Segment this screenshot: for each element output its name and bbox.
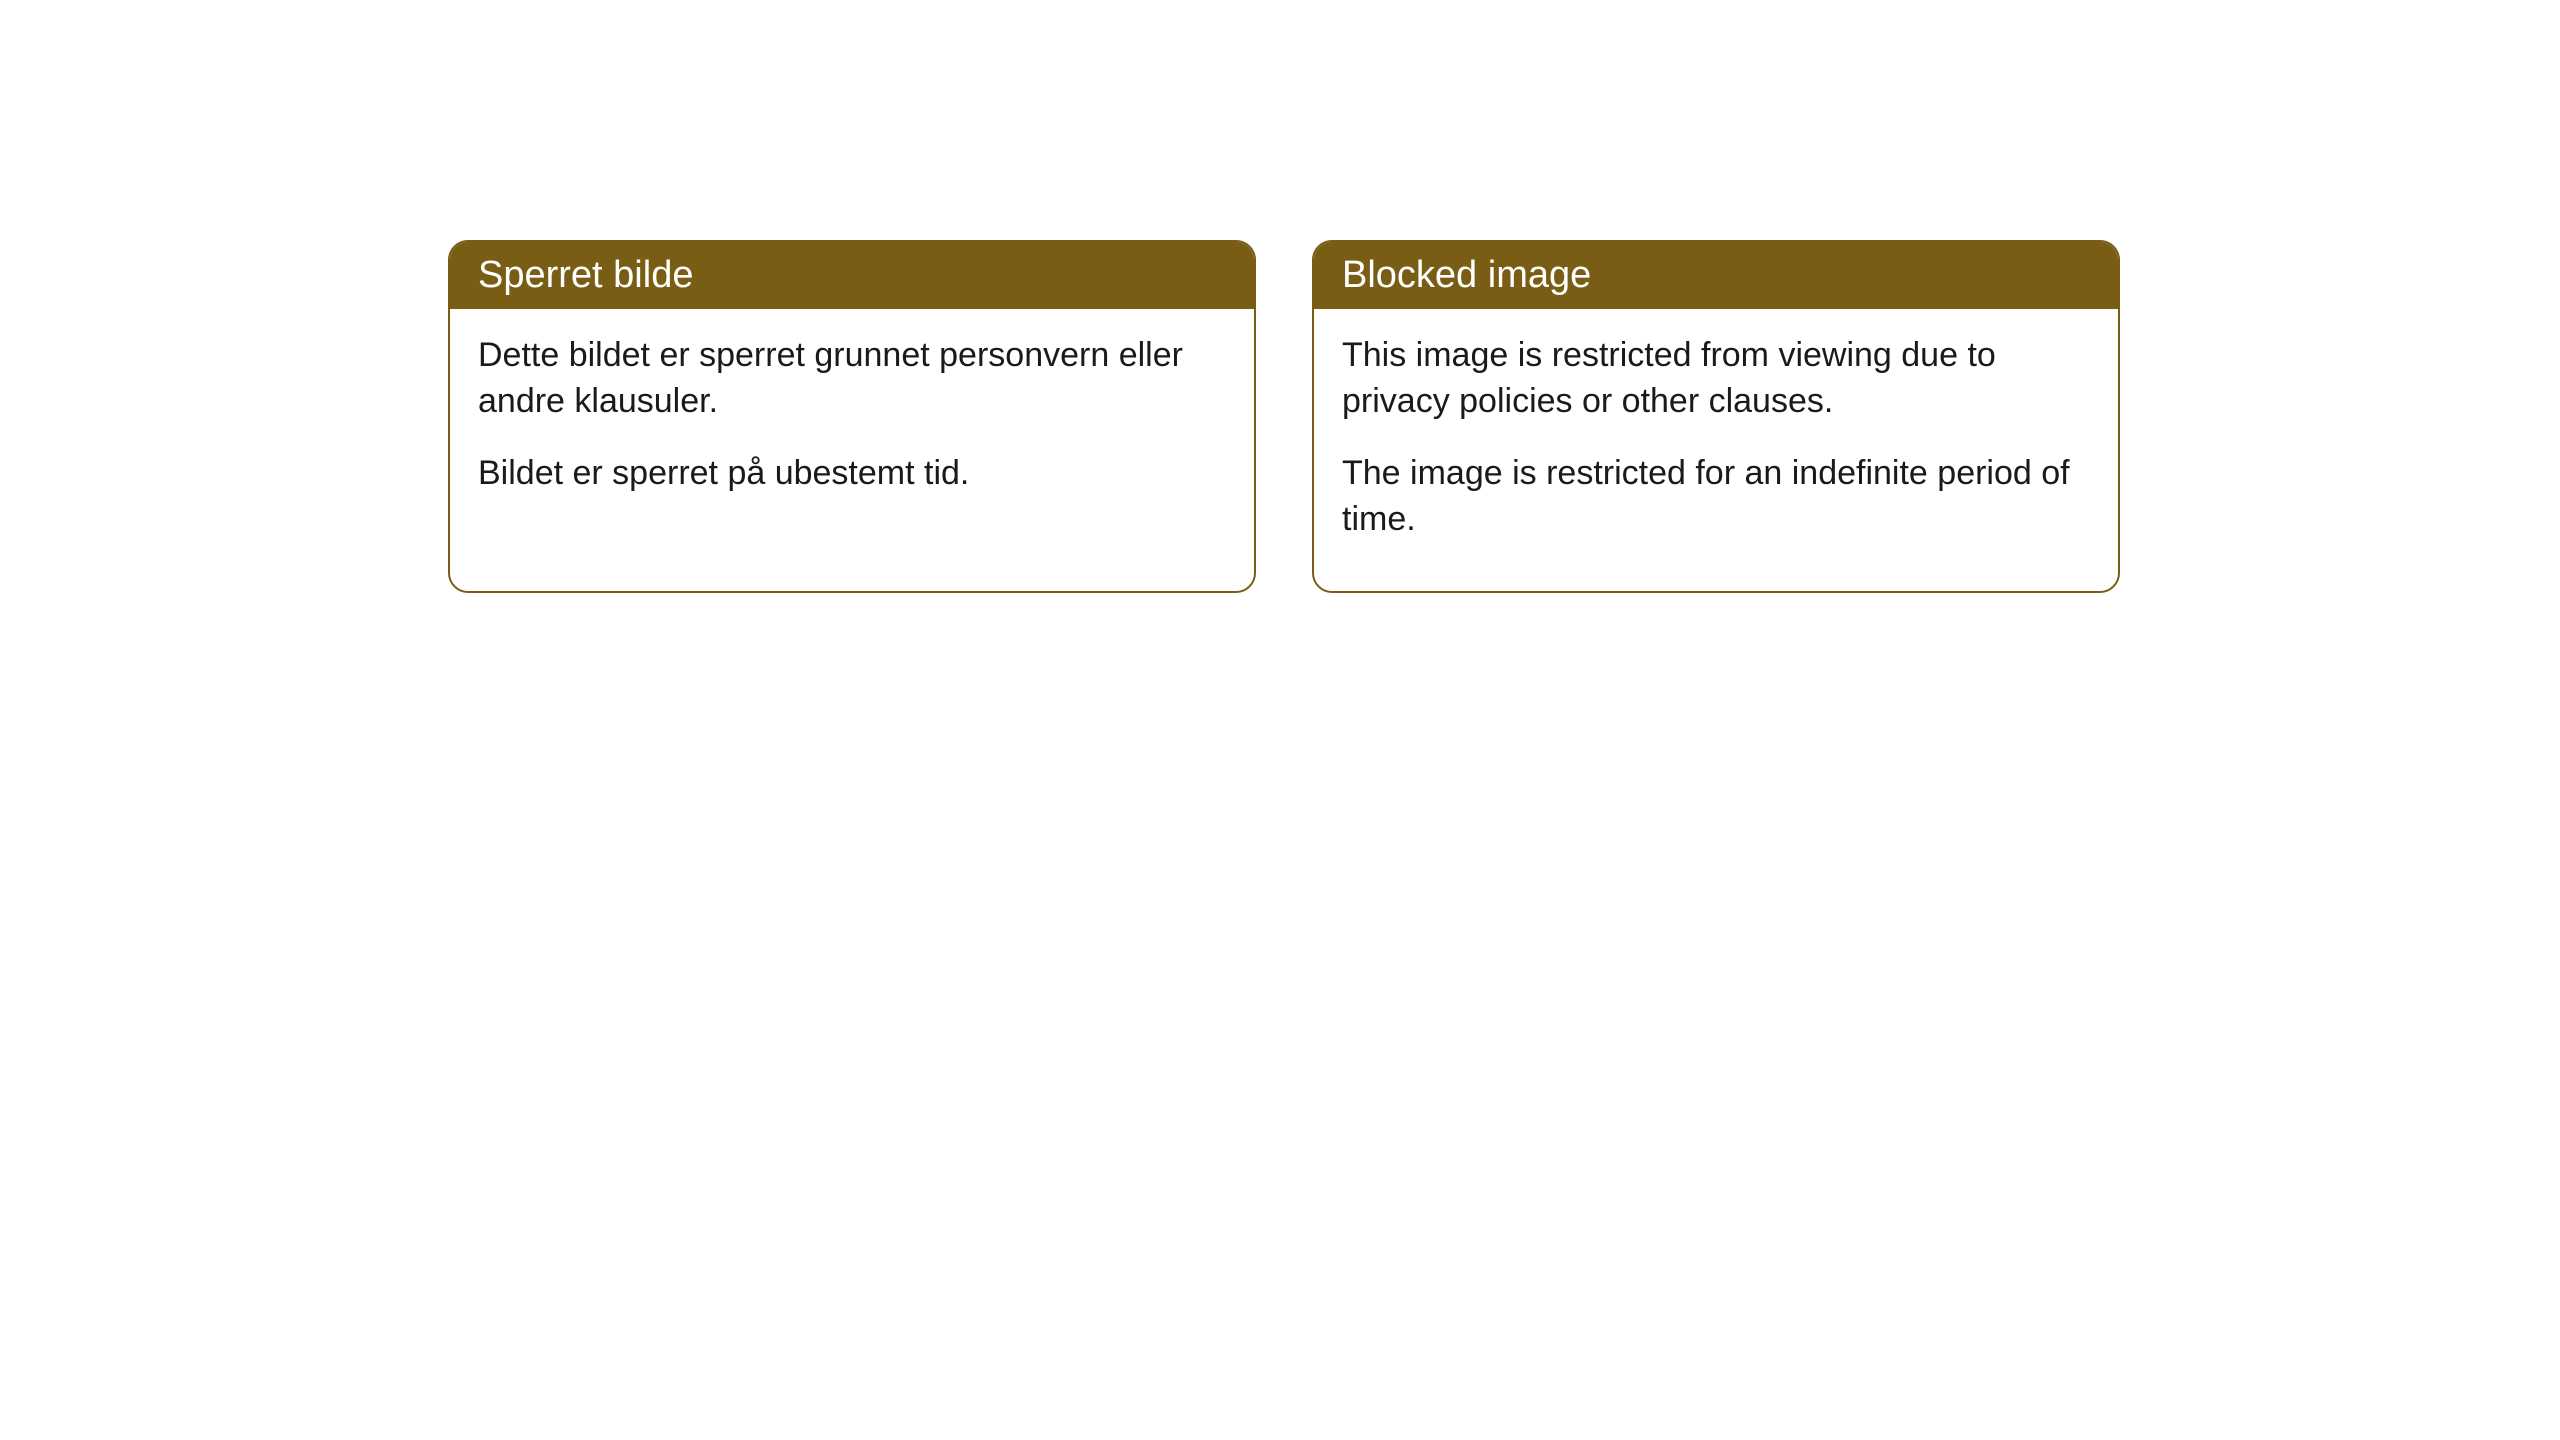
card-header: Sperret bilde	[450, 242, 1254, 309]
blocked-image-card-english: Blocked image This image is restricted f…	[1312, 240, 2120, 593]
card-title: Blocked image	[1342, 254, 1591, 296]
card-paragraph: This image is restricted from viewing du…	[1342, 333, 2090, 425]
card-header: Blocked image	[1314, 242, 2118, 309]
card-paragraph: The image is restricted for an indefinit…	[1342, 451, 2090, 543]
card-paragraph: Bildet er sperret på ubestemt tid.	[478, 451, 1226, 497]
card-body: This image is restricted from viewing du…	[1314, 309, 2118, 591]
card-title: Sperret bilde	[478, 254, 693, 296]
card-body: Dette bildet er sperret grunnet personve…	[450, 309, 1254, 545]
blocked-image-card-norwegian: Sperret bilde Dette bildet er sperret gr…	[448, 240, 1256, 593]
notice-cards-container: Sperret bilde Dette bildet er sperret gr…	[448, 240, 2120, 593]
card-paragraph: Dette bildet er sperret grunnet personve…	[478, 333, 1226, 425]
